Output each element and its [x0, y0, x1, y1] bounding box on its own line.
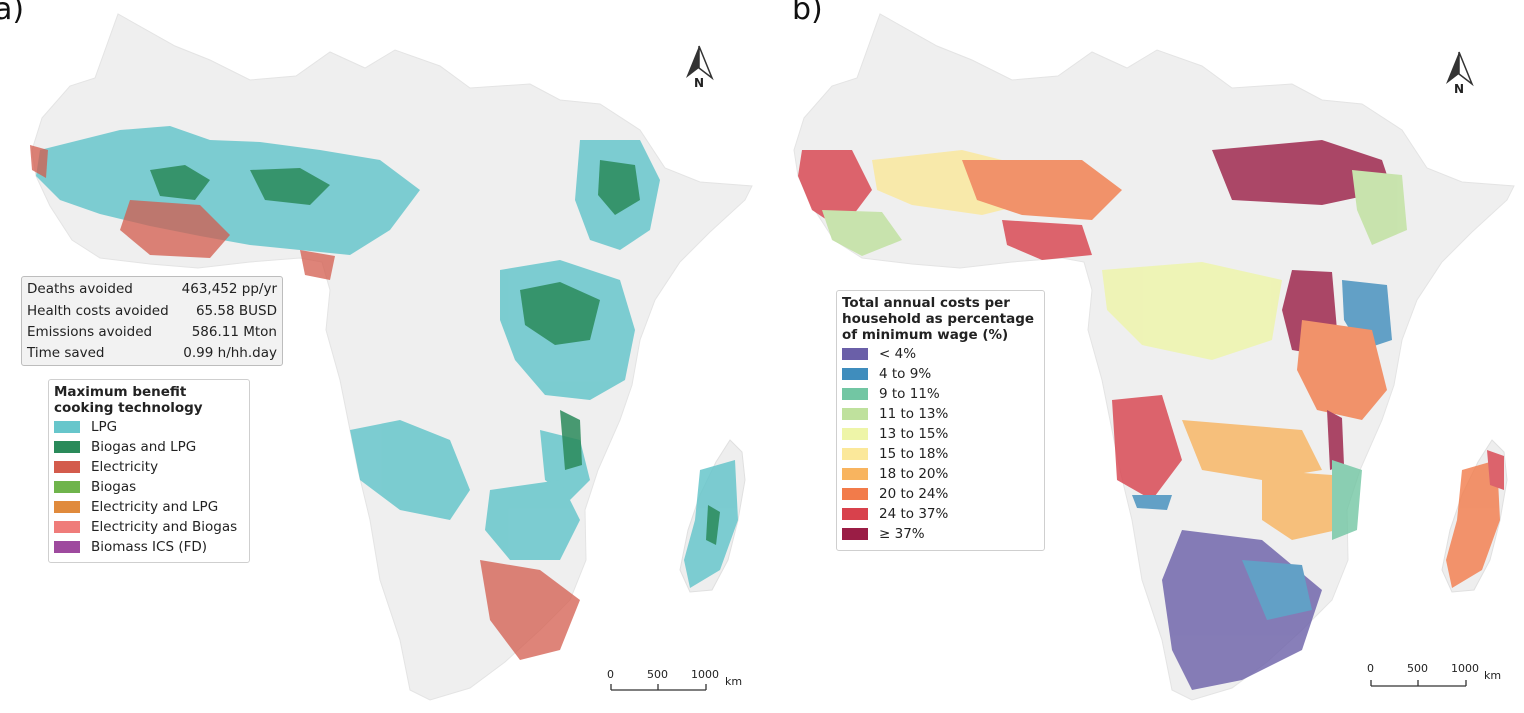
stat-value: 463,452 pp/yr: [181, 281, 277, 297]
scale-tick: 500: [1407, 662, 1428, 675]
stat-label: Deaths avoided: [27, 281, 133, 297]
scale-tick: 0: [1367, 662, 1374, 675]
africa-map-cost-percentage: [793, 13, 1515, 701]
legend-title: Total annual costs per household as perc…: [842, 295, 1034, 343]
legend-swatch: [842, 488, 868, 500]
legend-item-label: Biogas and LPG: [91, 439, 197, 455]
electricity-areas: [30, 145, 580, 660]
north-label: N: [694, 76, 705, 90]
legend-title-line: of minimum wage (%): [842, 327, 1009, 343]
legend-item-label: 11 to 13%: [879, 406, 949, 422]
stat-label: Time saved: [27, 345, 105, 361]
scale-tick: 1000: [1451, 662, 1479, 675]
legend-title-line: Total annual costs per: [842, 295, 1010, 311]
legend-cost-percentage: Total annual costs per household as perc…: [836, 290, 1045, 551]
legend-item-label: ≥ 37%: [879, 526, 925, 542]
scale-tick: 500: [647, 668, 668, 681]
legend-item-label: 18 to 20%: [879, 466, 949, 482]
legend-swatch: [842, 428, 868, 440]
north-label: N: [1454, 82, 1465, 96]
panel-label: a): [0, 0, 25, 27]
legend-swatch: [842, 448, 868, 460]
legend-item-label: 9 to 11%: [879, 386, 940, 402]
legend-swatch: [842, 368, 868, 380]
stat-value: 65.58 BUSD: [195, 303, 277, 319]
legend-item-label: Biogas: [91, 479, 137, 495]
legend-item-label: 13 to 15%: [879, 426, 949, 442]
legend-swatch: [54, 501, 80, 513]
legend-swatch: [842, 388, 868, 400]
scale-unit: km: [1484, 669, 1502, 682]
legend-item-label: Electricity and LPG: [91, 499, 219, 515]
north-arrow-icon: [1446, 51, 1474, 87]
legend-cooking-technology: Maximum benefit cooking technology LPG B…: [48, 379, 250, 563]
summary-stats-box: Deaths avoided 463,452 pp/yr Health cost…: [21, 276, 283, 366]
stat-value: 0.99 h/hh.day: [183, 345, 277, 361]
biogas-lpg-areas: [150, 160, 720, 545]
legend-swatch: [54, 481, 80, 493]
legend-swatch: [54, 521, 80, 533]
legend-item-label: Electricity and Biogas: [91, 519, 238, 535]
africa-map-cooking-technology: [30, 13, 753, 701]
cost-regions: [798, 140, 1504, 690]
legend-item-label: 4 to 9%: [879, 366, 932, 382]
legend-title-line: household as percentage: [842, 311, 1035, 327]
stat-label: Emissions avoided: [27, 324, 153, 340]
legend-item-label: Biomass ICS (FD): [91, 539, 208, 555]
panel-b: b): [762, 0, 1524, 713]
stat-value: 586.11 Mton: [191, 324, 277, 340]
legend-item-label: Electricity: [91, 459, 159, 475]
legend-item-label: < 4%: [879, 346, 917, 362]
scale-bar: [610, 684, 707, 691]
legend-item-label: 24 to 37%: [879, 506, 949, 522]
legend-item-label: LPG: [91, 419, 118, 435]
legend-swatch: [54, 441, 80, 453]
stat-row: Emissions avoided 586.11 Mton: [27, 321, 277, 343]
legend-item-label: 20 to 24%: [879, 486, 949, 502]
legend-swatch: [54, 421, 80, 433]
legend-swatch: [842, 528, 868, 540]
legend-swatch: [54, 461, 80, 473]
stat-row: Deaths avoided 463,452 pp/yr: [27, 278, 277, 300]
scale-bar: [1370, 680, 1467, 687]
legend-swatch: [54, 541, 80, 553]
north-arrow-icon: [686, 45, 714, 81]
scale-tick: 0: [607, 668, 614, 681]
stat-row: Time saved 0.99 h/hh.day: [27, 342, 277, 364]
legend-title: Maximum benefit cooking technology: [54, 384, 203, 416]
legend-title-line: Maximum benefit: [54, 384, 187, 400]
scale-unit: km: [725, 675, 743, 688]
scale-tick: 1000: [691, 668, 719, 681]
legend-swatch: [842, 468, 868, 480]
panel-a: a): [0, 0, 753, 701]
legend-title-line: cooking technology: [54, 400, 203, 416]
legend-item-label: 15 to 18%: [879, 446, 949, 462]
legend-swatch: [842, 408, 868, 420]
panel-label: b): [792, 0, 823, 27]
stat-row: Health costs avoided 65.58 BUSD: [27, 300, 277, 322]
stat-label: Health costs avoided: [27, 303, 169, 319]
legend-swatch: [842, 508, 868, 520]
legend-swatch: [842, 348, 868, 360]
